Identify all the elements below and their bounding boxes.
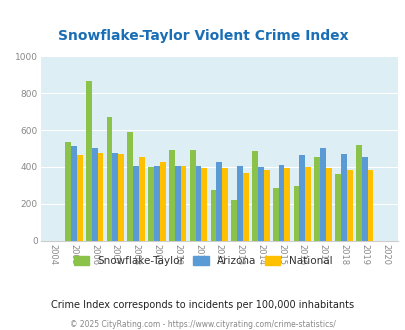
Bar [325,168,331,241]
Text: © 2025 CityRating.com - https://www.cityrating.com/crime-statistics/: © 2025 CityRating.com - https://www.city… [70,319,335,329]
Bar [361,157,367,241]
Text: Snowflake-Taylor Violent Crime Index: Snowflake-Taylor Violent Crime Index [58,29,347,43]
Bar [107,117,112,241]
Bar [180,166,186,241]
Bar [210,190,216,241]
Bar [65,142,71,241]
Bar [257,167,263,241]
Bar [305,167,310,241]
Bar [242,173,248,241]
Bar [97,153,103,241]
Text: Crime Index corresponds to incidents per 100,000 inhabitants: Crime Index corresponds to incidents per… [51,300,354,310]
Bar [231,200,237,241]
Bar [272,188,278,241]
Bar [77,155,82,241]
Bar [298,155,305,241]
Bar [86,81,92,241]
Bar [148,167,153,241]
Bar [313,157,320,241]
Bar [139,157,145,241]
Bar [153,166,160,241]
Bar [195,166,201,241]
Bar [340,154,346,241]
Bar [222,168,227,241]
Bar [118,154,124,241]
Bar [133,166,139,241]
Bar [278,165,284,241]
Bar [334,174,340,241]
Bar [112,153,118,241]
Bar [127,132,133,241]
Bar [367,170,373,241]
Bar [216,162,222,241]
Legend: Snowflake-Taylor, Arizona, National: Snowflake-Taylor, Arizona, National [69,252,336,270]
Bar [201,168,207,241]
Bar [346,170,352,241]
Bar [92,148,97,241]
Bar [263,170,269,241]
Bar [293,186,298,241]
Bar [168,150,175,241]
Bar [355,145,361,241]
Bar [175,166,180,241]
Bar [189,150,195,241]
Bar [320,148,325,241]
Bar [160,162,165,241]
Bar [252,151,257,241]
Bar [284,168,290,241]
Bar [71,146,77,241]
Bar [237,166,242,241]
